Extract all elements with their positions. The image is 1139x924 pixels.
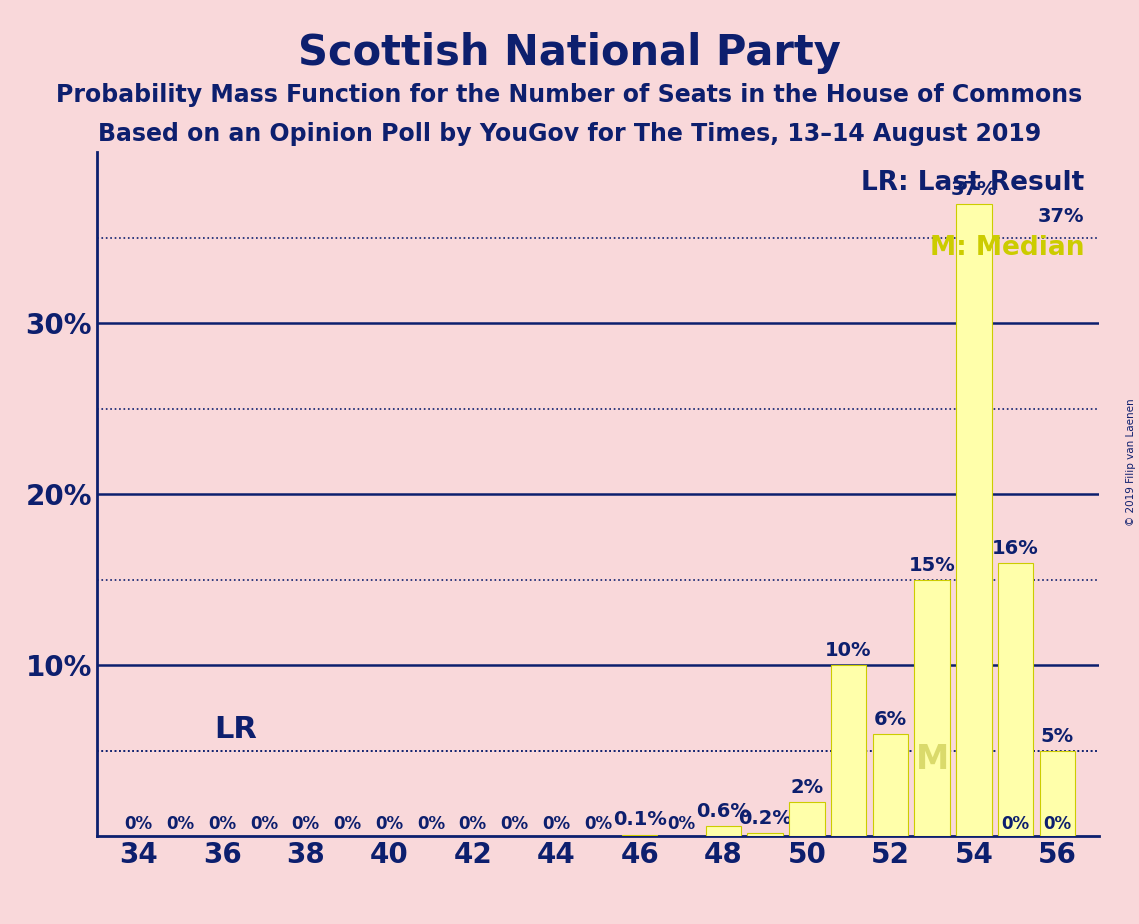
Text: 37%: 37%	[951, 179, 997, 199]
Text: 8%: 8%	[957, 675, 991, 694]
Text: 0.2%: 0.2%	[738, 808, 792, 828]
Text: © 2019 Filip van Laenen: © 2019 Filip van Laenen	[1126, 398, 1136, 526]
Text: 0%: 0%	[542, 815, 571, 833]
Text: 15%: 15%	[909, 555, 956, 575]
Bar	[998, 563, 1033, 836]
Bar	[1040, 750, 1075, 836]
Text: 0%: 0%	[208, 815, 236, 833]
Text: 16%: 16%	[992, 539, 1039, 557]
Text: 10%: 10%	[826, 641, 871, 660]
Text: 0%: 0%	[1043, 815, 1072, 833]
Text: 2%: 2%	[790, 778, 823, 796]
Text: 0%: 0%	[1001, 815, 1030, 833]
Text: 0%: 0%	[667, 815, 696, 833]
Text: 0%: 0%	[375, 815, 403, 833]
Text: M: M	[916, 744, 949, 776]
Bar	[705, 826, 741, 836]
Text: Probability Mass Function for the Number of Seats in the House of Commons: Probability Mass Function for the Number…	[56, 83, 1083, 107]
Text: 0.6%: 0.6%	[696, 802, 751, 821]
Text: 5%: 5%	[1041, 726, 1074, 746]
Bar	[956, 699, 992, 836]
Text: 0%: 0%	[417, 815, 445, 833]
Text: 0%: 0%	[334, 815, 361, 833]
Bar	[915, 580, 950, 836]
Text: 0%: 0%	[249, 815, 278, 833]
Text: 0%: 0%	[459, 815, 486, 833]
Text: 37%: 37%	[1038, 207, 1084, 226]
Bar	[830, 665, 867, 836]
Bar	[747, 833, 782, 836]
Text: Scottish National Party: Scottish National Party	[298, 32, 841, 74]
Text: 0%: 0%	[124, 815, 153, 833]
Text: LR: Last Result: LR: Last Result	[861, 170, 1084, 196]
Text: 0%: 0%	[584, 815, 612, 833]
Text: 0%: 0%	[500, 815, 528, 833]
Bar	[872, 734, 908, 836]
Bar	[789, 802, 825, 836]
Text: 6%: 6%	[874, 710, 907, 728]
Text: M: Median: M: Median	[929, 235, 1084, 261]
Text: 0.1%: 0.1%	[613, 810, 666, 830]
Bar	[622, 834, 657, 836]
Bar	[956, 203, 992, 836]
Text: Based on an Opinion Poll by YouGov for The Times, 13–14 August 2019: Based on an Opinion Poll by YouGov for T…	[98, 122, 1041, 146]
Text: 0%: 0%	[292, 815, 320, 833]
Text: 0%: 0%	[166, 815, 195, 833]
Text: LR: LR	[214, 715, 256, 744]
